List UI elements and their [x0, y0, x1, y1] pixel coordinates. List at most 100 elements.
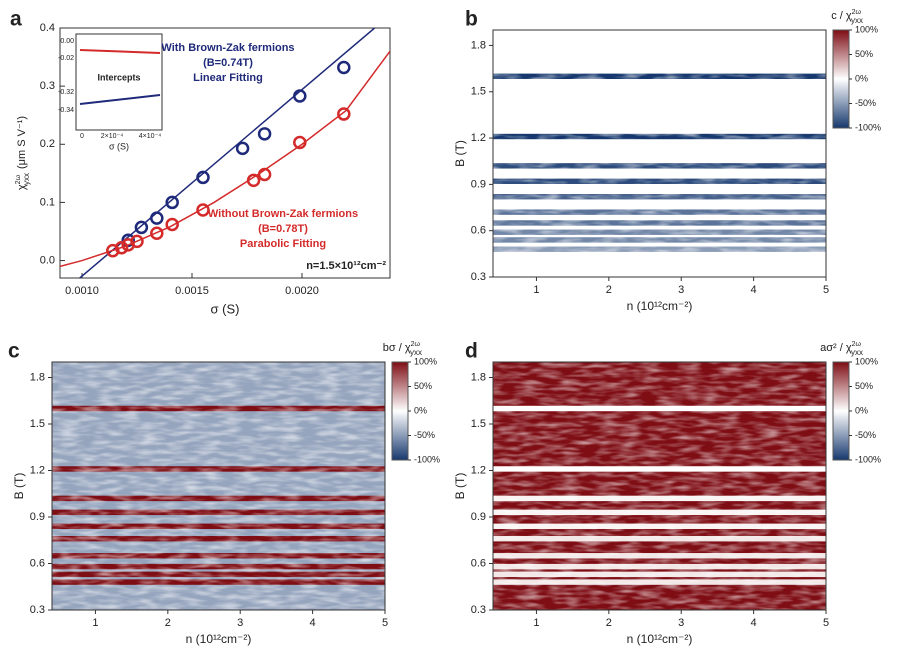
y-tick-label: 0.9 [471, 511, 486, 523]
annotation: Linear Fitting [193, 72, 263, 84]
x-tick-label: 2 [165, 617, 171, 629]
inset-x-label: σ (S) [109, 141, 129, 151]
texture [493, 30, 826, 277]
title-unit: (μm S V⁻¹) [16, 116, 28, 169]
title-sup: 2ω [411, 341, 421, 348]
y-tick-label: 0.0 [40, 254, 55, 266]
data-point [293, 89, 307, 103]
x-tick-label: 0.0015 [175, 285, 209, 297]
colorbar-tick-label: -100% [855, 454, 881, 464]
data-point [337, 107, 351, 121]
x-tick-label: 5 [823, 284, 829, 296]
data-point [257, 167, 272, 182]
y-tick-label: 1.5 [471, 418, 486, 430]
y-tick-label: 0.3 [471, 271, 486, 283]
x-axis-title: n (10¹²cm⁻²) [186, 632, 252, 646]
panel-label: a [10, 8, 22, 31]
annotation: (B=0.78T) [258, 223, 308, 235]
title-sub: yxx [851, 16, 863, 25]
title-main: c / χ [831, 10, 852, 22]
annotation: (B=0.74T) [203, 57, 253, 69]
title-sub: yxx [410, 348, 422, 357]
y-tick-label: 1.2 [471, 464, 486, 476]
colorbar-tick-label: -50% [855, 430, 876, 440]
axis-title: bσ / χ2ω yxx [383, 341, 422, 356]
x-axis-title: n (10¹²cm⁻²) [627, 299, 693, 313]
x-tick-label: 1 [533, 284, 539, 296]
x-tick-label: 3 [237, 617, 243, 629]
data-point [130, 234, 144, 249]
data-point [196, 170, 210, 185]
y-tick-label: 0.9 [471, 178, 486, 190]
y-tick-label: 1.8 [471, 371, 486, 383]
colorbar-tick-label: -50% [855, 98, 876, 108]
y-tick-label: 0.2 [40, 138, 55, 150]
inset-y-tick: 0.00 [60, 38, 74, 45]
y-tick-label: 1.5 [471, 86, 486, 98]
title-sub: yxx [22, 173, 31, 185]
title-sup: 2ω [852, 341, 862, 348]
inset-x-tick: 0 [80, 133, 84, 140]
colorbar [832, 29, 850, 129]
data-point [337, 60, 351, 75]
texture [493, 362, 826, 610]
inset-y-tick: -0.02 [58, 55, 74, 62]
y-axis-title: B (T) [453, 140, 467, 167]
x-axis-title: σ (S) [211, 301, 240, 316]
texture [52, 362, 385, 610]
y-tick-label: 1.8 [471, 39, 486, 51]
axis-title: aσ² / χ2ω yxx [820, 341, 863, 356]
y-tick-label: 0.3 [30, 604, 45, 616]
data-point [257, 127, 272, 141]
x-tick-label: 0.0020 [285, 285, 319, 297]
fit-line [79, 28, 376, 278]
axis-title: c / χ2ω yxx [831, 9, 863, 24]
panel-c: c 1 2 3 4 5 0.3 0.6 0.9 1.2 1.5 1.8 n (10¹²cm⁻²) B (T… [8, 340, 440, 647]
inset-line [79, 94, 161, 105]
annotation: n=1.5×10¹²cm⁻² [306, 260, 386, 272]
title-main: aσ² / χ [820, 342, 852, 354]
x-tick-label: 1 [92, 617, 98, 629]
x-tick-label: 5 [382, 617, 388, 629]
data-point [246, 173, 261, 188]
y-tick-label: 1.2 [30, 464, 45, 476]
y-tick-label: 0.3 [471, 604, 486, 616]
data-point [150, 211, 164, 225]
data-point [293, 135, 307, 150]
panel-d: d 1 2 3 4 5 0.3 0.6 0.9 1.2 1.5 1.8 n (10¹²cm⁻²) B (T… [453, 340, 881, 647]
data-point [196, 203, 210, 217]
data-point [114, 241, 129, 255]
inset-y-tick: -0.34 [58, 107, 74, 114]
y-tick-label: 0.9 [30, 511, 45, 523]
x-tick-label: 3 [678, 284, 684, 296]
inset-y-tick: -0.32 [58, 89, 74, 96]
plot-frame [59, 27, 391, 279]
colorbar-tick-label: -100% [855, 122, 881, 132]
fit-line [60, 50, 390, 268]
title-main: χ [16, 184, 28, 190]
colorbar-tick-label: 100% [855, 356, 878, 366]
y-axis-title: B (T) [12, 473, 26, 500]
y-tick-label: 0.6 [471, 225, 486, 237]
colorbar-tick-label: 50% [414, 381, 432, 391]
colorbar-tick-label: 0% [414, 405, 427, 415]
x-tick-label: 1 [533, 617, 539, 629]
colorbar-tick-label: 0% [855, 73, 868, 83]
colorbar-tick-label: 100% [414, 356, 437, 366]
y-tick-label: 1.8 [30, 371, 45, 383]
title-main: bσ / χ [383, 342, 411, 354]
title-sub: yxx [851, 348, 863, 357]
panel-label: d [465, 340, 478, 363]
inset-line [79, 49, 161, 54]
y-tick-label: 0.3 [40, 80, 55, 92]
colorbar-tick-label: 50% [855, 381, 873, 391]
annotation: With Brown-Zak fermions [161, 42, 294, 54]
x-tick-label: 2 [606, 284, 612, 296]
x-tick-label: 3 [678, 617, 684, 629]
data-point [150, 226, 164, 240]
y-tick-label: 0.1 [40, 196, 55, 208]
annotation: Without Brown-Zak fermions [208, 208, 358, 220]
colorbar-tick-label: -100% [414, 454, 440, 464]
plot-frame [51, 361, 386, 611]
